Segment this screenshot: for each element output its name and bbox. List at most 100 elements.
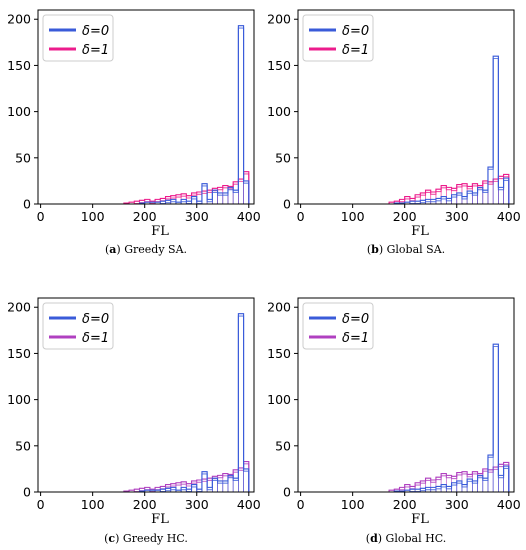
series-delta0 (389, 55, 510, 205)
x-tick-label: 200 (393, 497, 417, 512)
histogram-step-delta1 (389, 176, 510, 205)
x-tick-label: 200 (133, 497, 157, 512)
x-tick-label: 300 (185, 209, 209, 224)
x-tick-label: 400 (237, 497, 261, 512)
histogram-bar (461, 484, 468, 493)
y-tick-label: 200 (7, 300, 31, 315)
legend-label: δ=0 (342, 24, 369, 39)
legend-label: δ=1 (342, 331, 369, 346)
panel-caption: (b) Global SA. (367, 243, 445, 256)
legend-label: δ=1 (82, 331, 109, 346)
panel-caption: (a) Greedy SA. (105, 243, 187, 256)
histogram-bar (451, 194, 458, 205)
panel-caption: (c) Greedy HC. (104, 532, 188, 545)
y-tick-label: 0 (283, 197, 291, 212)
histogram-bar (414, 482, 421, 493)
histogram-step-delta0 (123, 25, 250, 205)
y-tick-label: 50 (275, 438, 291, 453)
legend: δ=0δ=1 (42, 302, 114, 350)
caption-label: b (371, 243, 379, 256)
histogram-bar (492, 466, 499, 493)
histogram-bar (440, 484, 447, 493)
y-tick-label: 100 (7, 392, 31, 407)
histogram-bar (238, 467, 244, 493)
x-tick-label: 300 (445, 497, 469, 512)
x-tick-label: 200 (393, 209, 417, 224)
y-tick-label: 0 (23, 197, 31, 212)
histogram-bar (503, 177, 510, 205)
axes-frame (37, 9, 255, 205)
x-tick-label: 0 (297, 209, 305, 224)
histogram-step-delta0 (123, 313, 250, 493)
histogram-bar (243, 461, 250, 493)
histogram-bar (472, 471, 478, 493)
histogram-bar (461, 196, 468, 205)
series-delta1 (388, 173, 510, 205)
x-tick-label: 400 (497, 497, 521, 512)
x-axis-label: FL (411, 512, 429, 527)
histogram-bar (243, 171, 250, 205)
histogram-bar (217, 480, 224, 493)
y-tick-label: 50 (275, 150, 291, 165)
histogram-bar (238, 25, 244, 205)
axes-frame (297, 9, 515, 205)
histogram-bar (440, 196, 447, 205)
x-axis-label: FL (411, 224, 429, 239)
legend: δ=0δ=1 (42, 14, 114, 62)
y-tick-label: 0 (283, 485, 291, 500)
y-tick-label: 50 (15, 150, 31, 165)
series-delta1 (388, 461, 510, 493)
histogram-bar (487, 454, 494, 493)
axes-frame (37, 297, 255, 493)
histogram-bar (503, 465, 510, 493)
x-tick-label: 0 (297, 497, 305, 512)
histogram-bar (404, 196, 411, 205)
histogram-bar (185, 195, 192, 205)
y-tick-label: 0 (23, 485, 31, 500)
histogram-bar (217, 192, 224, 205)
histogram-bar (503, 174, 510, 205)
y-tick-label: 200 (267, 300, 291, 315)
histogram-bar (487, 469, 494, 493)
histogram-bar (472, 192, 478, 205)
histogram-bar (222, 192, 229, 205)
histogram-bar (472, 183, 478, 205)
legend: δ=0δ=1 (302, 302, 374, 350)
histogram-bar (238, 178, 244, 205)
panel-caption: (d) Global HC. (366, 532, 446, 545)
histogram-step-delta1 (389, 464, 510, 493)
y-tick-label: 150 (267, 346, 291, 361)
x-tick-label: 200 (133, 209, 157, 224)
histogram-bar (404, 484, 411, 493)
x-tick-label: 400 (237, 209, 261, 224)
y-tick-label: 50 (15, 438, 31, 453)
histogram-bar (243, 468, 250, 493)
legend-label: δ=0 (82, 24, 109, 39)
histogram-bar (472, 480, 478, 493)
histogram-bar (456, 480, 463, 493)
y-tick-label: 100 (267, 104, 291, 119)
x-tick-label: 100 (341, 497, 365, 512)
histogram-step-delta0 (123, 315, 250, 493)
x-tick-label: 100 (81, 209, 105, 224)
histogram-bar (238, 313, 244, 493)
caption-label: d (370, 532, 378, 545)
x-tick-label: 100 (81, 497, 105, 512)
histogram-bar (456, 184, 463, 205)
y-tick-label: 200 (267, 12, 291, 27)
y-tick-label: 150 (7, 58, 31, 73)
y-tick-label: 200 (7, 12, 31, 27)
legend: δ=0δ=1 (302, 14, 374, 62)
histogram-bar (456, 472, 463, 493)
x-tick-label: 400 (497, 209, 521, 224)
histogram-bar (503, 462, 510, 493)
histogram-bar (487, 166, 494, 205)
histogram-bar (243, 180, 250, 205)
x-axis-label: FL (151, 512, 169, 527)
legend-label: δ=1 (342, 43, 369, 58)
y-tick-label: 150 (7, 346, 31, 361)
histogram-bar (451, 482, 458, 493)
